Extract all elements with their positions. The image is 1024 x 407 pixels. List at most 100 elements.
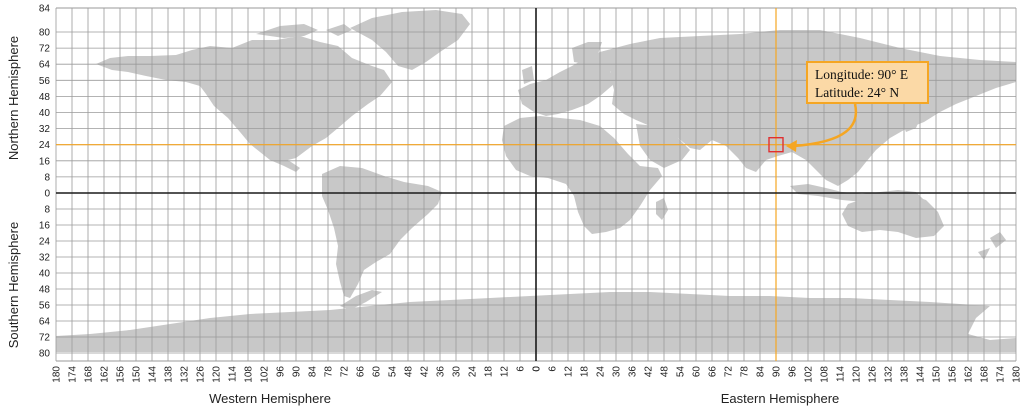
longitude-label: 156 — [116, 366, 127, 383]
longitude-label: 18 — [580, 366, 591, 378]
longitude-label: 36 — [628, 366, 639, 378]
latitude-label: 84 — [39, 4, 51, 15]
longitude-label: 162 — [964, 366, 975, 383]
longitude-label: 6 — [516, 366, 527, 372]
africa — [502, 116, 662, 234]
latitude-label: 16 — [39, 221, 51, 232]
longitude-label: 132 — [180, 366, 191, 383]
longitude-label: 114 — [228, 366, 239, 382]
longitude-label: 72 — [724, 366, 735, 378]
latitude-label: 72 — [39, 44, 51, 55]
callout-box — [806, 61, 929, 104]
longitude-label: 66 — [356, 366, 367, 378]
callout-arrowhead — [786, 140, 797, 152]
longitude-label: 138 — [164, 366, 175, 383]
longitude-label: 96 — [276, 366, 287, 378]
new-zealand — [978, 232, 1006, 260]
longitude-label: 180 — [1012, 366, 1023, 383]
longitude-label: 66 — [708, 366, 719, 378]
latitude-label: 80 — [39, 349, 51, 360]
arctic-islands — [256, 24, 352, 38]
latitude-label: 24 — [39, 237, 51, 248]
south-america — [322, 166, 442, 298]
longitude-label: 72 — [340, 366, 351, 378]
longitude-label: 156 — [948, 366, 959, 383]
longitude-label: 168 — [980, 366, 991, 383]
longitude-label: 18 — [484, 366, 495, 378]
longitude-label: 108 — [244, 366, 255, 383]
longitude-label: 42 — [644, 366, 655, 378]
longitude-label: 168 — [84, 366, 95, 383]
latitude-label: 0 — [44, 189, 50, 200]
longitude-label: 78 — [324, 366, 335, 378]
latitude-label: 64 — [39, 317, 51, 328]
latitude-label: 40 — [39, 108, 51, 119]
eastern-hemisphere-label: Eastern Hemisphere — [721, 391, 840, 406]
longitude-label: 108 — [820, 366, 831, 383]
japan — [902, 104, 922, 132]
longitude-label: 60 — [372, 366, 383, 378]
longitude-label: 54 — [676, 366, 687, 378]
longitude-tick-labels: 180 174 168 162 156 150 144 138 132 126 120 114 108 1… — [52, 366, 1023, 383]
longitude-label: 132 — [884, 366, 895, 383]
longitude-label: 120 — [212, 366, 223, 383]
latitude-label: 56 — [39, 76, 51, 87]
longitude-label: 12 — [500, 366, 511, 378]
longitude-label: 96 — [788, 366, 799, 378]
longitude-label: 174 — [996, 366, 1007, 383]
arabian-peninsula — [636, 124, 690, 168]
longitude-label: 180 — [52, 366, 63, 383]
longitude-label: 0 — [532, 366, 543, 372]
longitude-label: 48 — [660, 366, 671, 378]
western-hemisphere-label: Western Hemisphere — [209, 391, 331, 406]
longitude-label: 84 — [756, 366, 767, 378]
latitude-label: 72 — [39, 333, 51, 344]
longitude-label: 174 — [68, 366, 79, 383]
longitude-label: 150 — [932, 366, 943, 383]
longitude-label: 54 — [388, 366, 399, 378]
longitude-label: 120 — [852, 366, 863, 383]
latitude-label: 56 — [39, 301, 51, 312]
longitude-label: 126 — [196, 366, 207, 383]
latitude-label: 64 — [39, 60, 51, 71]
location-marker — [768, 136, 784, 153]
latitude-label: 48 — [39, 285, 51, 296]
northern-hemisphere-label: Northern Hemisphere — [6, 36, 21, 160]
longitude-label: 114 — [836, 366, 847, 382]
latitude-label: 8 — [44, 205, 50, 216]
longitude-label: 102 — [260, 366, 271, 383]
latitude-label: 80 — [39, 28, 51, 39]
latitude-label: 40 — [39, 269, 51, 280]
longitude-label: 126 — [868, 366, 879, 383]
longitude-label: 84 — [308, 366, 319, 378]
longitude-label: 30 — [612, 366, 623, 378]
longitude-label: 42 — [420, 366, 431, 378]
greenland — [350, 10, 470, 70]
latitude-tick-labels: 8480726456484032241680816243240485664728… — [39, 4, 51, 360]
europe — [518, 50, 616, 116]
latitude-label: 16 — [39, 156, 51, 167]
longitude-label: 60 — [692, 366, 703, 378]
latitude-label: 48 — [39, 92, 51, 103]
longitude-label: 90 — [292, 366, 303, 378]
longitude-label: 138 — [900, 366, 911, 383]
longitude-label: 24 — [596, 366, 607, 378]
southern-hemisphere-label: Southern Hemisphere — [6, 222, 21, 348]
longitude-label: 48 — [404, 366, 415, 378]
longitude-label: 0 — [532, 366, 543, 372]
longitude-label: 144 — [148, 366, 159, 383]
latitude-label: 32 — [39, 253, 51, 264]
callout-arrow — [793, 103, 858, 148]
longitude-label: 12 — [564, 366, 575, 378]
longitude-label: 36 — [436, 366, 447, 378]
longitude-label: 102 — [804, 366, 815, 383]
latitude-label: 24 — [39, 140, 51, 151]
longitude-label: 6 — [548, 366, 559, 372]
uk-scandinavia — [522, 42, 602, 84]
longitude-label: 162 — [100, 366, 111, 383]
longitude-label: 78 — [740, 366, 751, 378]
longitude-label: 30 — [452, 366, 463, 378]
callout-longitude: Longitude: 90° E — [815, 67, 908, 82]
latitude-label: 8 — [44, 172, 50, 183]
